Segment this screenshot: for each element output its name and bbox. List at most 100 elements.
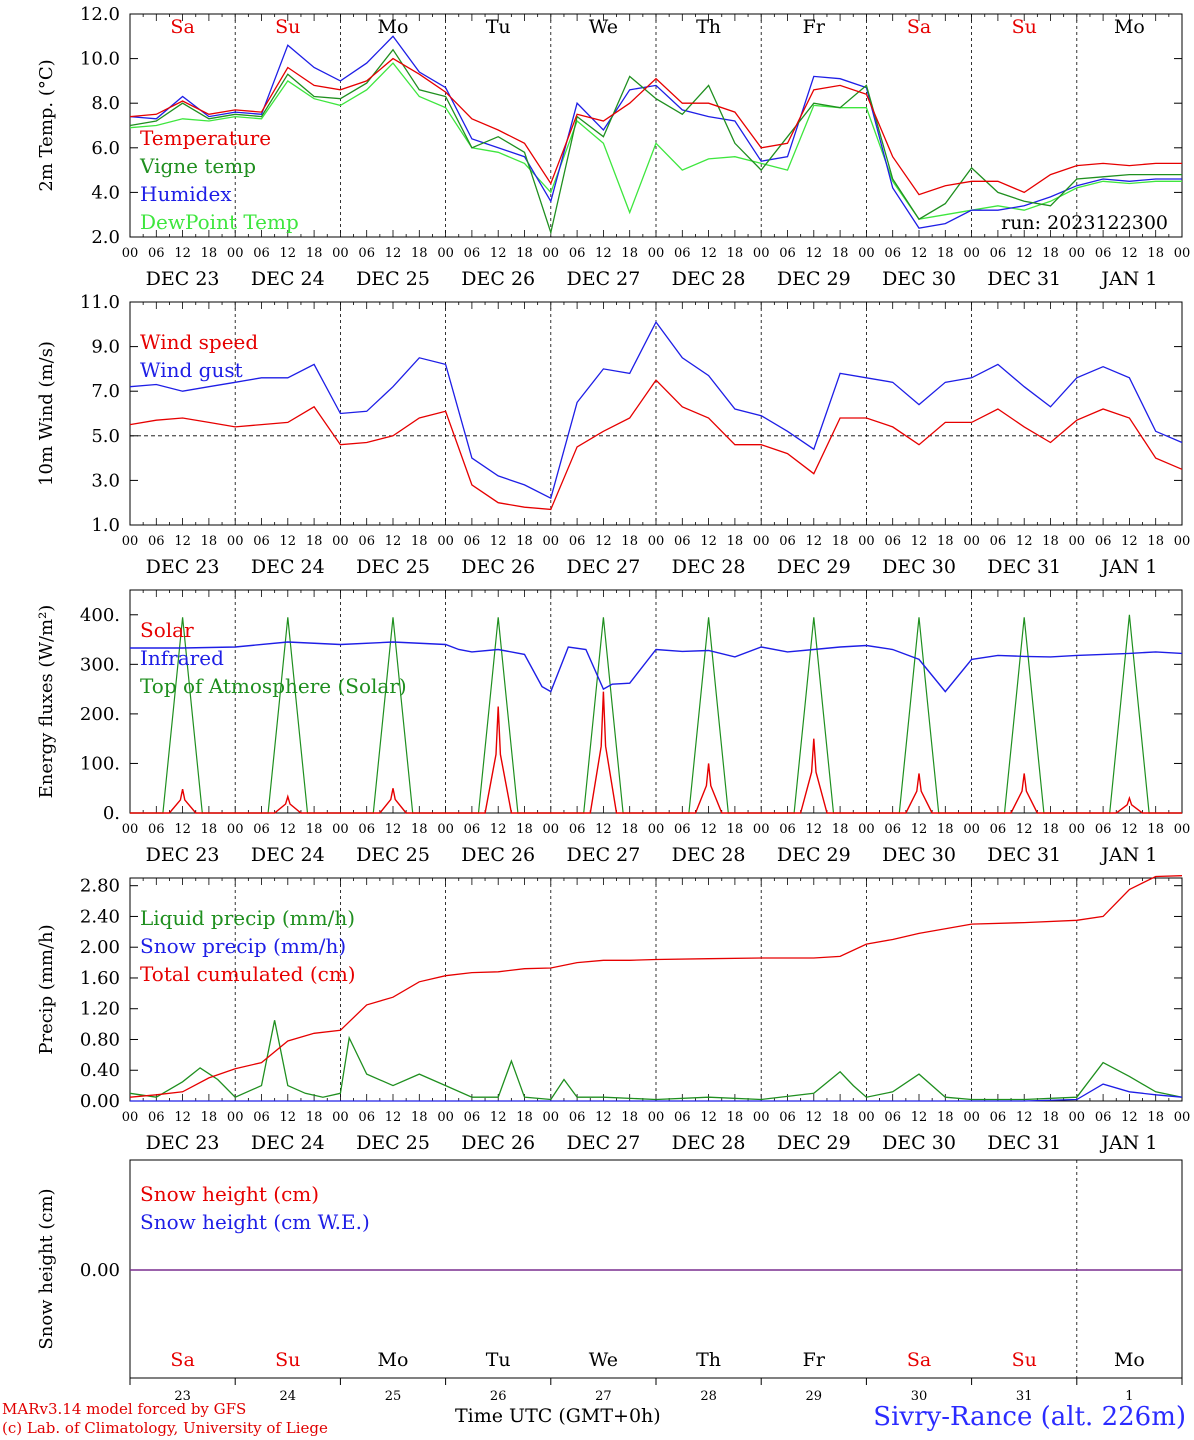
hour-tick-label: 12	[1016, 246, 1033, 261]
hour-tick-label: 00	[858, 822, 875, 837]
hour-tick-label: 00	[122, 246, 139, 261]
day-number-label: 29	[806, 1389, 823, 1404]
legend-entry: Wind gust	[140, 358, 243, 382]
y-tick-label: 11.0	[80, 292, 120, 313]
date-label: DEC 31	[987, 556, 1061, 578]
hour-tick-label: 18	[1042, 534, 1059, 549]
y-tick-label: 2.40	[80, 906, 120, 927]
hour-tick-label: 12	[1121, 534, 1138, 549]
hour-tick-label: 18	[201, 822, 218, 837]
y-axis-title: Energy fluxes (W/m²)	[36, 605, 57, 799]
hour-tick-label: 00	[122, 534, 139, 549]
y-tick-label: 1.0	[91, 515, 120, 536]
hour-labels: 00 06 12 18 00 06 12 18 00 06 12 18 00 06 12 18 00 06 12 18…	[122, 822, 1191, 837]
hour-tick-label: 06	[148, 822, 165, 837]
weekday-label: Sa	[907, 16, 931, 38]
y-tick-label: 0.80	[80, 1029, 120, 1050]
weekday-label: Sa	[170, 16, 194, 38]
hour-tick-label: 00	[227, 822, 244, 837]
date-label: DEC 27	[566, 844, 640, 866]
series-line-red	[129, 875, 1183, 1098]
y-tick-label: 2.00	[80, 937, 120, 958]
y-axis: 1.0 3.0 5.0 7.0 9.0 11.0 10m Wind (m/s)	[36, 292, 1182, 536]
hour-tick-label: 00	[753, 246, 770, 261]
hour-tick-label: 06	[674, 822, 691, 837]
hour-tick-label: 18	[937, 1110, 954, 1125]
y-tick-label: 0.40	[80, 1060, 120, 1081]
y-tick-label: 1.60	[80, 968, 120, 989]
hour-tick-label: 00	[543, 1110, 560, 1125]
weekday-label: Mo	[1114, 16, 1145, 38]
weekday-label: We	[589, 16, 618, 38]
date-label: DEC 31	[987, 268, 1061, 290]
y-tick-label: 6.0	[91, 138, 120, 159]
weekday-label: Mo	[378, 16, 409, 38]
series-line-red	[129, 57, 1182, 196]
date-label: DEC 31	[987, 1132, 1061, 1154]
series-line-blue	[130, 641, 1183, 693]
hour-tick-label: 06	[1095, 246, 1112, 261]
legend-entry: Humidex	[140, 182, 232, 206]
date-label: DEC 28	[672, 268, 746, 290]
date-label: DEC 25	[356, 1132, 430, 1154]
y-tick-label: 200.	[80, 704, 120, 725]
y-tick-label: 8.0	[91, 93, 120, 114]
hour-tick-label: 00	[543, 246, 560, 261]
date-label: DEC 23	[146, 844, 220, 866]
date-label: DEC 24	[251, 1132, 325, 1154]
series-line-red	[130, 691, 1182, 814]
credit-line-1: MARv3.14 model forced by GFS	[2, 1400, 247, 1418]
hour-tick-label: 18	[727, 1110, 744, 1125]
legend: Snow height (cm) Snow height (cm W.E.)	[140, 1182, 370, 1234]
hour-tick-label: 18	[832, 822, 849, 837]
y-axis: 0. 100. 200. 300. 400. Energy fluxes (W/m²)	[36, 605, 1182, 824]
hour-tick-label: 18	[1147, 246, 1164, 261]
y-tick-label: 5.0	[91, 426, 120, 447]
hour-tick-label: 18	[1042, 822, 1059, 837]
hour-tick-label: 18	[306, 246, 323, 261]
hour-tick-label: 06	[464, 534, 481, 549]
date-label: DEC 26	[461, 268, 535, 290]
hour-tick-label: 00	[1069, 534, 1086, 549]
hour-tick-label: 00	[437, 246, 454, 261]
legend-entry: Vigne temp	[139, 154, 256, 178]
legend-entry: Total cumulated (cm)	[140, 962, 356, 986]
hour-tick-label: 00	[1174, 246, 1191, 261]
hour-tick-label: 12	[911, 1110, 928, 1125]
hour-tick-label: 06	[674, 1110, 691, 1125]
hour-tick-label: 12	[806, 822, 823, 837]
hour-tick-label: 18	[727, 534, 744, 549]
hour-tick-label: 00	[858, 534, 875, 549]
hour-tick-label: 12	[700, 534, 717, 549]
weekday-label: Fr	[803, 1349, 826, 1371]
hour-tick-label: 00	[1174, 822, 1191, 837]
date-label: DEC 27	[566, 556, 640, 578]
hour-tick-label: 00	[753, 1110, 770, 1125]
date-label: DEC 27	[566, 268, 640, 290]
hour-tick-label: 00	[963, 822, 980, 837]
day-number-label: 25	[385, 1389, 402, 1404]
hour-tick-label: 18	[411, 822, 428, 837]
date-labels: DEC 23 DEC 24 DEC 25 DEC 26 DEC 27 DEC 28 DEC …	[146, 844, 1158, 866]
run-annotation: run: 2023122300	[1001, 212, 1168, 234]
hour-tick-label: 12	[595, 246, 612, 261]
hour-tick-label: 12	[280, 1110, 297, 1125]
date-label: JAN 1	[1099, 1132, 1157, 1154]
date-label: DEC 30	[882, 556, 956, 578]
legend-entry: DewPoint Temp	[140, 210, 299, 234]
weekday-label: Th	[696, 1349, 721, 1371]
date-label: DEC 24	[251, 844, 325, 866]
hour-tick-label: 06	[253, 1110, 270, 1125]
hour-tick-label: 06	[358, 534, 375, 549]
y-tick-label: 2.0	[91, 227, 120, 248]
hour-tick-label: 06	[464, 246, 481, 261]
hour-tick-label: 00	[332, 1110, 349, 1125]
hour-tick-label: 18	[727, 822, 744, 837]
y-tick-label: 0.00	[80, 1091, 120, 1112]
y-tick-label: 0.	[103, 803, 120, 824]
hour-tick-label: 18	[832, 246, 849, 261]
hour-tick-label: 12	[174, 822, 191, 837]
y-axis-title: Snow height (cm)	[36, 1188, 57, 1349]
weekday-label: Su	[1012, 16, 1037, 38]
y-tick-label: 400.	[80, 605, 120, 626]
